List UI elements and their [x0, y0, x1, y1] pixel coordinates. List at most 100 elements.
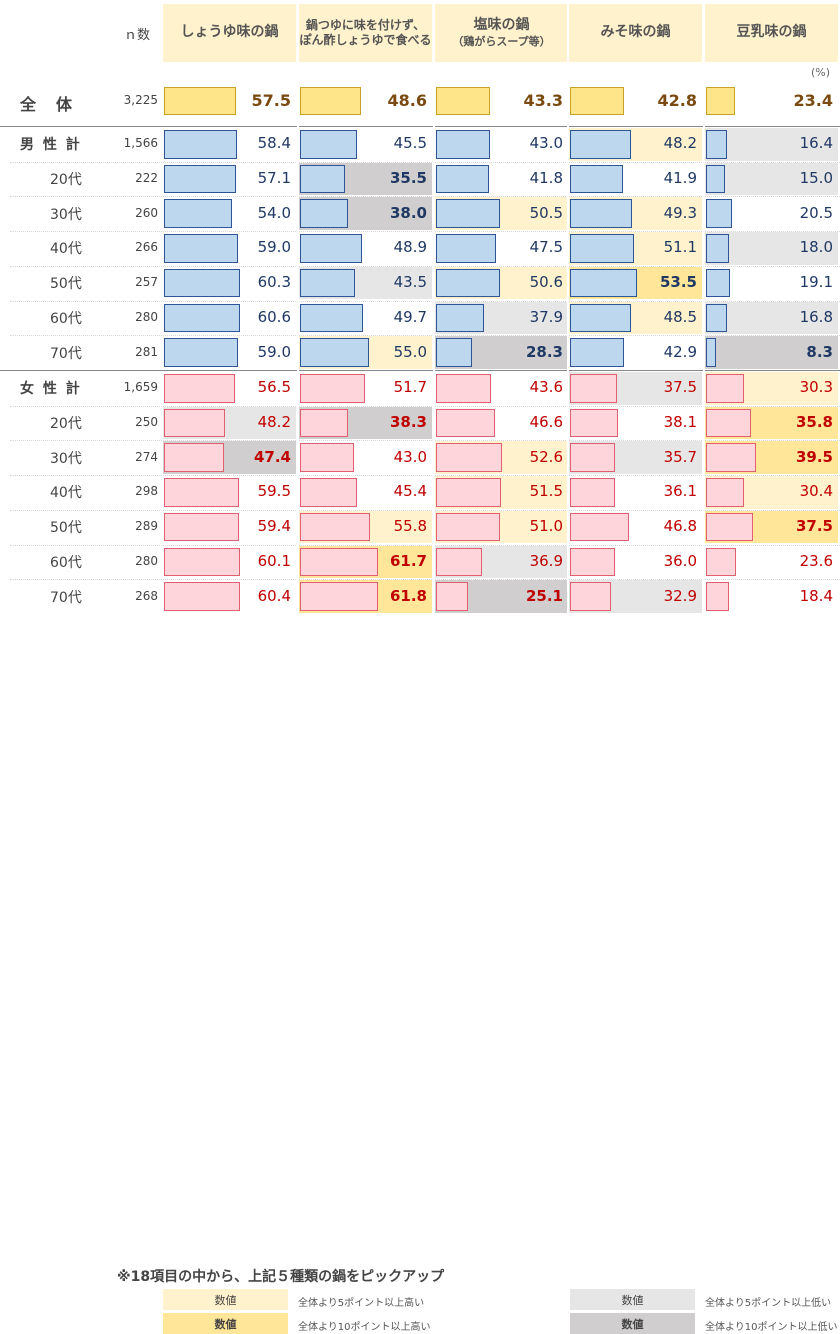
- row-label: 60代: [50, 310, 82, 327]
- column-header: みそ味の鍋: [569, 4, 702, 62]
- value-label: 61.8: [389, 586, 427, 605]
- value-label: 60.3: [257, 273, 291, 292]
- value-label: 25.1: [525, 586, 563, 605]
- value-bar: [706, 87, 736, 115]
- value-label: 36.9: [529, 551, 563, 570]
- highlight-cell: [705, 336, 838, 369]
- value-bar: [164, 164, 236, 194]
- value-label: 60.6: [257, 307, 291, 326]
- row-label: 70代: [50, 589, 82, 606]
- value-label: 48.2: [663, 134, 697, 153]
- column-separator: [297, 4, 299, 620]
- column-header-label: 鍋つゆに味を付けず、: [305, 18, 426, 32]
- row-separator: [10, 544, 840, 546]
- value-label: 18.0: [799, 238, 833, 257]
- row-separator: [10, 579, 840, 581]
- highlight-cell: [705, 162, 838, 196]
- column-header-sublabel: ぽん酢しょうゆで食べる: [299, 33, 432, 47]
- value-label: 43.6: [529, 378, 563, 397]
- value-bar: [436, 408, 495, 438]
- value-label: 46.8: [663, 517, 697, 536]
- row-n: 3,225: [123, 93, 158, 107]
- value-label: 36.1: [663, 482, 697, 501]
- legend-low10-text: 全体より10ポイント以上低い: [705, 1322, 838, 1333]
- value-label: 57.5: [251, 91, 291, 110]
- value-label: 23.4: [793, 91, 833, 110]
- value-label: 35.7: [663, 447, 697, 466]
- value-bar: [300, 130, 358, 159]
- row-n: 260: [135, 205, 158, 220]
- column-header-label: 豆乳味の鍋: [736, 24, 807, 41]
- value-label: 59.4: [257, 517, 291, 536]
- value-bar: [436, 130, 491, 159]
- value-label: 58.4: [257, 134, 291, 153]
- value-label: 57.1: [257, 169, 291, 188]
- value-bar: [570, 443, 615, 473]
- column-separator: [433, 4, 435, 620]
- chart-table: しょうゆ味の鍋 鍋つゆに味を付けず、 ぽん酢しょうゆで食べる 塩味の鍋 （鶏がらスープ等…: [0, 0, 840, 620]
- value-label: 45.4: [393, 482, 427, 501]
- column-separator: [567, 4, 569, 620]
- value-bar: [436, 478, 501, 507]
- value-label: 35.8: [795, 413, 833, 432]
- value-bar: [706, 303, 728, 333]
- column-header-label: みそ味の鍋: [600, 24, 671, 41]
- value-bar: [706, 130, 727, 159]
- value-label: 42.8: [657, 91, 697, 110]
- value-bar: [570, 478, 616, 507]
- row-label: 男 性 計: [20, 137, 82, 154]
- value-label: 48.5: [663, 307, 697, 326]
- row-label: 30代: [50, 450, 82, 467]
- value-label: 19.1: [799, 273, 833, 292]
- value-label: 38.3: [389, 413, 427, 432]
- row-separator: [10, 335, 840, 337]
- value-label: 53.5: [659, 273, 697, 292]
- row-label: 30代: [50, 206, 82, 223]
- value-bar: [570, 374, 618, 403]
- value-label: 61.7: [389, 551, 427, 570]
- value-label: 46.6: [529, 413, 563, 432]
- legend-high10-box: 数値: [163, 1313, 288, 1334]
- value-bar: [706, 582, 730, 611]
- value-bar: [570, 582, 612, 611]
- value-bar: [164, 130, 238, 159]
- value-bar: [164, 408, 225, 438]
- value-bar: [300, 199, 348, 229]
- row-label: 40代: [50, 241, 82, 258]
- value-label: 51.7: [393, 378, 427, 397]
- row-n: 266: [135, 240, 158, 255]
- value-label: 16.8: [799, 307, 833, 326]
- row-n: 222: [135, 171, 158, 186]
- value-bar: [570, 547, 616, 577]
- column-header-label: しょうゆ味の鍋: [180, 24, 279, 41]
- value-label: 41.8: [529, 169, 563, 188]
- value-bar: [300, 234, 362, 263]
- legend-low10-box: 数値: [570, 1313, 695, 1334]
- value-bar: [706, 234, 729, 263]
- value-label: 28.3: [525, 342, 563, 361]
- value-bar: [436, 374, 491, 403]
- value-label: 54.0: [257, 203, 291, 222]
- value-bar: [436, 443, 503, 473]
- value-bar: [570, 338, 624, 367]
- value-label: 56.5: [257, 378, 291, 397]
- value-bar: [436, 234, 496, 263]
- value-label: 51.5: [529, 482, 563, 501]
- value-bar: [706, 547, 736, 577]
- row-separator: [10, 509, 840, 511]
- value-label: 30.4: [799, 482, 833, 501]
- value-bar: [300, 268, 355, 298]
- value-label: 48.6: [387, 91, 427, 110]
- highlight-cell: [705, 301, 838, 335]
- row-separator: [10, 405, 840, 407]
- unit-label: (%): [810, 66, 830, 79]
- row-n: 289: [135, 519, 158, 534]
- group-separator: [0, 126, 840, 127]
- value-label: 20.5: [799, 203, 833, 222]
- column-header: 豆乳味の鍋: [705, 4, 838, 62]
- value-bar: [164, 268, 240, 298]
- value-bar: [164, 443, 224, 473]
- value-bar: [300, 408, 349, 438]
- value-label: 51.0: [529, 517, 563, 536]
- value-label: 47.5: [529, 238, 563, 257]
